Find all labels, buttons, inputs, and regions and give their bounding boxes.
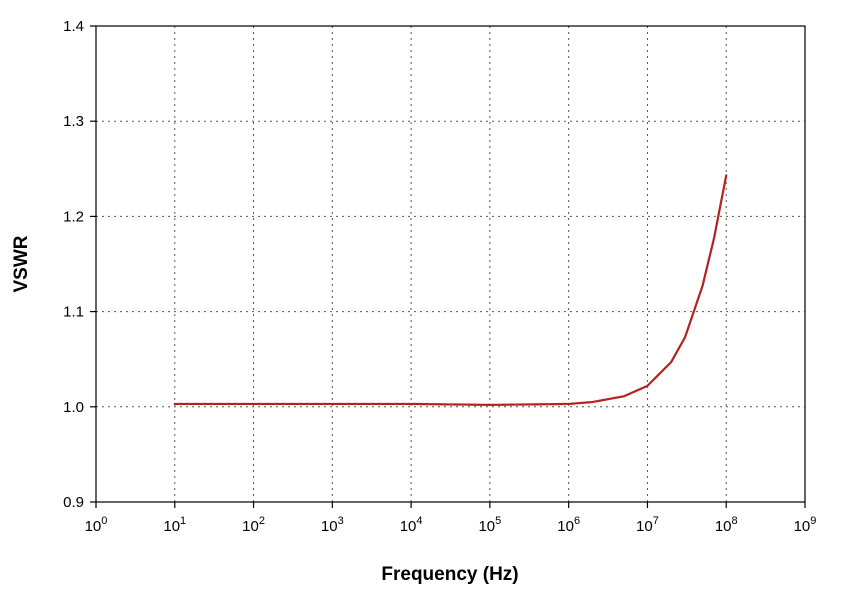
y-tick-label: 1.2 [63, 208, 84, 225]
x-tick-labels: 100 101 102 103 104 105 106 107 108 109 [85, 515, 817, 535]
vswr-series-line [173, 174, 728, 406]
x-axis-title: Frequency (Hz) [381, 564, 518, 585]
plot-frame [95, 25, 806, 503]
x-tick-label: 101 [163, 515, 186, 535]
x-tick-label: 105 [478, 515, 501, 535]
x-tick-label: 106 [557, 515, 580, 535]
y-tick-label: 1.0 [63, 399, 84, 416]
x-tick-label: 107 [636, 515, 659, 535]
x-tick-label: 103 [321, 515, 344, 535]
y-tick-label: 0.9 [63, 494, 84, 511]
x-tick-label: 102 [242, 515, 265, 535]
x-tick-label: 109 [794, 515, 817, 535]
y-tick-label: 1.3 [63, 113, 84, 130]
ticks [90, 25, 806, 508]
grid [96, 26, 805, 502]
y-tick-label: 1.4 [63, 18, 84, 35]
x-tick-label: 104 [400, 515, 423, 535]
y-tick-labels: 0.9 1.0 1.1 1.2 1.3 1.4 [63, 18, 84, 511]
series-layer [173, 174, 728, 406]
y-axis-title: VSWR [11, 235, 32, 292]
x-tick-label: 100 [85, 515, 108, 535]
y-tick-label: 1.1 [63, 304, 84, 321]
x-tick-label: 108 [715, 515, 738, 535]
